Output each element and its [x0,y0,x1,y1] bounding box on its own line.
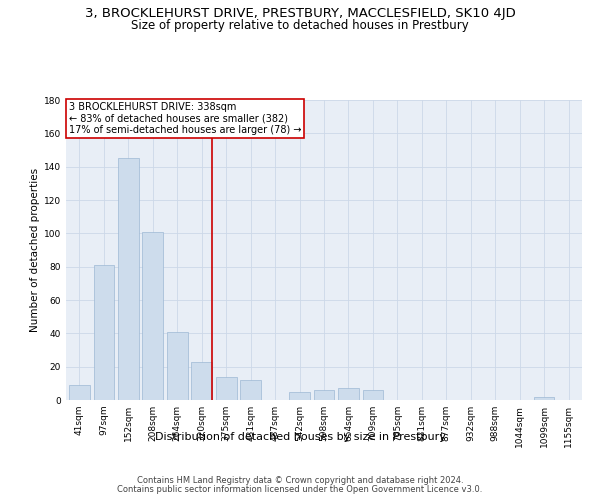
Y-axis label: Number of detached properties: Number of detached properties [30,168,40,332]
Bar [191,362,212,400]
Text: Contains public sector information licensed under the Open Government Licence v3: Contains public sector information licen… [118,485,482,494]
Bar [142,232,163,400]
Bar [216,376,236,400]
Bar [362,390,383,400]
Bar [94,265,114,400]
Bar [534,396,554,400]
Bar [69,385,90,400]
Text: Contains HM Land Registry data © Crown copyright and database right 2024.: Contains HM Land Registry data © Crown c… [137,476,463,485]
Text: 3 BROCKLEHURST DRIVE: 338sqm
← 83% of detached houses are smaller (382)
17% of s: 3 BROCKLEHURST DRIVE: 338sqm ← 83% of de… [68,102,301,134]
Bar [314,390,334,400]
Text: 3, BROCKLEHURST DRIVE, PRESTBURY, MACCLESFIELD, SK10 4JD: 3, BROCKLEHURST DRIVE, PRESTBURY, MACCLE… [85,8,515,20]
Bar [289,392,310,400]
Bar [167,332,188,400]
Bar [338,388,359,400]
Text: Size of property relative to detached houses in Prestbury: Size of property relative to detached ho… [131,18,469,32]
Bar [118,158,139,400]
Bar [240,380,261,400]
Text: Distribution of detached houses by size in Prestbury: Distribution of detached houses by size … [155,432,445,442]
